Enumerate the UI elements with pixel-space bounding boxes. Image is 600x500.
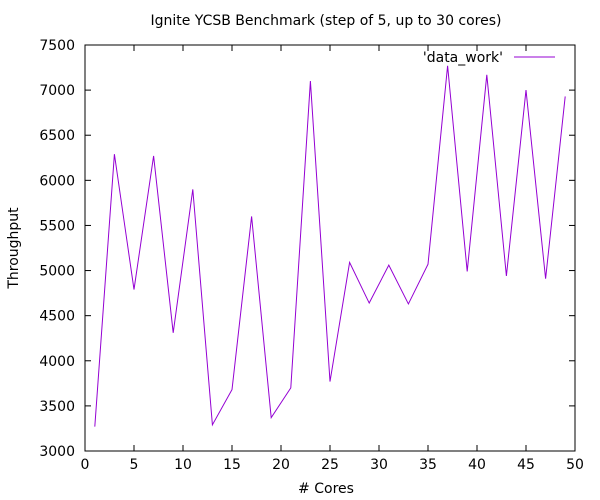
y-tick-label: 6000 [39,173,75,189]
chart-title: Ignite YCSB Benchmark (step of 5, up to … [150,13,501,29]
y-tick-label: 7500 [39,38,75,54]
x-tick-label: 30 [370,457,388,473]
y-tick-label: 4000 [39,354,75,370]
y-tick-label: 5500 [39,218,75,234]
x-axis-label: # Cores [298,481,354,497]
y-tick-label: 3000 [39,444,75,460]
y-tick-label: 3500 [39,399,75,415]
y-tick-label: 7000 [39,83,75,99]
plot-frame [84,44,576,452]
x-tick-label: 0 [81,457,90,473]
x-tick-label: 50 [566,457,584,473]
x-tick-label: 45 [517,457,535,473]
x-tick-label: 5 [130,457,139,473]
plot-lines [94,65,566,427]
x-tick-label: 40 [468,457,486,473]
y-tick-label: 4500 [39,309,75,325]
y-tick-label: 6500 [39,128,75,144]
y-axis-label: Throughput [6,207,22,290]
y-tick-label: 5000 [39,264,75,280]
x-tick-label: 10 [174,457,192,473]
x-tick-label: 15 [223,457,241,473]
x-tick-label: 25 [321,457,339,473]
x-tick-label: 35 [419,457,437,473]
series-line-0 [94,65,566,427]
x-tick-label: 20 [272,457,290,473]
legend-label: 'data_work' [423,50,503,66]
legend: 'data_work' [423,50,555,66]
axis-ticks: 0 5 10 15 20 25 30 35 40 45 50 3000 3500 4000 4500 5000… [39,38,584,473]
